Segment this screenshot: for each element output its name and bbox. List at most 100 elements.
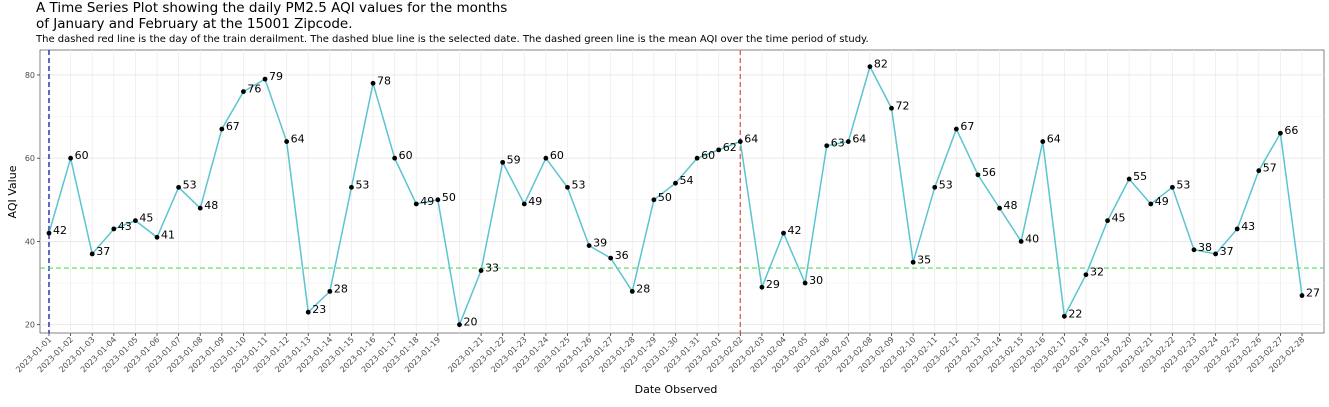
data-point <box>1148 201 1154 207</box>
data-label: 42 <box>788 224 802 237</box>
grid <box>40 50 1324 333</box>
data-label: 60 <box>550 149 564 162</box>
data-point <box>1018 239 1024 244</box>
data-label: 63 <box>831 137 845 150</box>
data-label: 79 <box>269 70 283 83</box>
data-point <box>1126 176 1132 182</box>
y-tick-label: 40 <box>25 237 35 246</box>
data-label: 45 <box>139 212 153 225</box>
data-label: 42 <box>53 224 67 237</box>
data-point <box>197 205 203 211</box>
data-label: 35 <box>917 253 931 266</box>
data-point <box>824 143 830 149</box>
data-label: 40 <box>1025 232 1039 245</box>
data-point <box>478 268 484 273</box>
data-labels: 42 60 37 43 45 41 53 48 67 76 79 64 23 28 53 78 60 49 50 20… <box>53 58 1320 329</box>
data-label: 82 <box>874 58 888 71</box>
data-point <box>1083 272 1089 278</box>
data-point <box>219 126 225 132</box>
y-tick-label: 20 <box>25 321 35 330</box>
data-point <box>651 197 657 203</box>
data-point <box>111 226 117 232</box>
plot-panel <box>39 49 1325 334</box>
data-label: 32 <box>1090 266 1104 279</box>
data-point <box>1169 184 1175 190</box>
data-point <box>867 64 873 70</box>
data-point <box>997 205 1002 211</box>
data-point <box>845 139 851 144</box>
data-label: 43 <box>1241 220 1255 233</box>
data-point <box>1277 130 1283 136</box>
data-label: 50 <box>442 191 456 204</box>
data-point <box>89 251 95 257</box>
data-point <box>176 184 182 190</box>
data-label: 30 <box>809 274 823 287</box>
data-point <box>802 280 808 286</box>
data-point <box>457 322 462 328</box>
data-label: 55 <box>1133 170 1147 183</box>
data-label: 48 <box>1004 199 1018 212</box>
data-label: 66 <box>1284 124 1298 137</box>
data-label: 33 <box>485 262 499 275</box>
data-point <box>737 139 743 144</box>
data-label: 67 <box>226 120 240 133</box>
data-point <box>1105 218 1110 224</box>
chart-title: A Time Series Plot showing the daily PM2… <box>36 0 508 32</box>
data-label: 53 <box>1176 178 1190 191</box>
data-label: 60 <box>75 149 89 162</box>
data-point <box>586 243 592 249</box>
data-label: 57 <box>1263 162 1277 175</box>
data-point <box>694 155 700 161</box>
data-point <box>327 288 333 294</box>
data-label: 28 <box>636 282 650 295</box>
data-point <box>565 184 570 190</box>
data-label: 50 <box>658 191 672 204</box>
data-label: 38 <box>1198 241 1212 254</box>
data-label: 53 <box>571 178 585 191</box>
data-point <box>759 284 765 290</box>
data-label: 56 <box>982 166 996 179</box>
data-label: 23 <box>312 303 326 316</box>
data-label: 64 <box>852 133 866 146</box>
data-label: 22 <box>1068 307 1082 320</box>
data-point <box>673 180 678 186</box>
data-label: 53 <box>355 178 369 191</box>
data-point <box>889 105 894 111</box>
data-label: 53 <box>939 178 953 191</box>
data-point <box>68 155 74 161</box>
data-point <box>1256 168 1262 174</box>
data-point <box>413 201 419 207</box>
data-point <box>349 184 354 190</box>
data-point <box>370 80 376 86</box>
data-point <box>392 155 398 161</box>
y-axis-title: AQI Value <box>6 165 19 218</box>
x-axis-title: Date Observed <box>635 383 718 396</box>
data-point <box>46 230 52 236</box>
data-point <box>910 259 916 265</box>
data-point <box>1213 251 1218 257</box>
data-label: 53 <box>183 178 197 191</box>
data-label: 48 <box>204 199 218 212</box>
data-label: 45 <box>1112 212 1126 225</box>
data-label: 67 <box>960 120 974 133</box>
data-label: 60 <box>399 149 413 162</box>
data-label: 39 <box>593 237 607 250</box>
data-label: 27 <box>1306 287 1320 300</box>
data-point <box>781 230 786 236</box>
chart-subtitle: The dashed red line is the day of the tr… <box>36 34 869 45</box>
data-point <box>953 126 959 132</box>
data-point <box>500 159 506 165</box>
data-label: 76 <box>247 83 261 96</box>
data-label: 54 <box>680 174 694 187</box>
data-label: 41 <box>161 228 175 241</box>
data-label: 64 <box>744 133 758 146</box>
data-point <box>932 184 938 190</box>
data-label: 43 <box>118 220 132 233</box>
data-point <box>262 76 268 82</box>
data-label: 62 <box>723 141 737 154</box>
data-point <box>975 172 981 178</box>
data-label: 78 <box>377 74 391 87</box>
y-tick-label: 80 <box>25 71 35 80</box>
data-label: 37 <box>1220 245 1234 258</box>
